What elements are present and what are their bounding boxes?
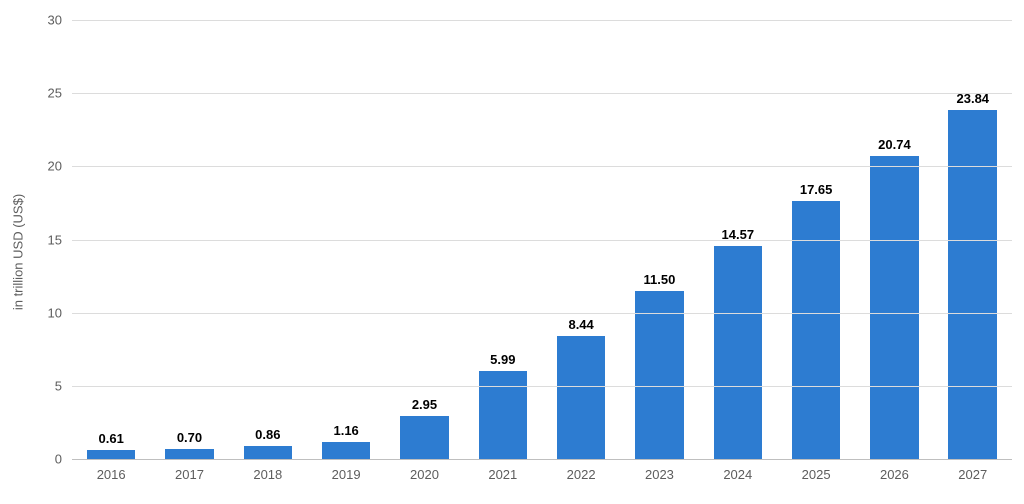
bar-value-label: 0.70 — [177, 430, 202, 445]
bar-value-label: 17.65 — [800, 182, 833, 197]
x-tick-label: 2025 — [802, 459, 831, 482]
bar-value-label: 0.61 — [99, 431, 124, 446]
gridline — [72, 459, 1012, 460]
x-tick-label: 2027 — [958, 459, 987, 482]
x-tick-label: 2017 — [175, 459, 204, 482]
y-axis-title: in trillion USD (US$) — [11, 194, 26, 310]
x-tick-label: 2020 — [410, 459, 439, 482]
bar — [557, 336, 606, 460]
y-tick-label: 0 — [55, 452, 72, 467]
gridline — [72, 93, 1012, 94]
bar-value-label: 5.99 — [490, 352, 515, 367]
gridline — [72, 166, 1012, 167]
x-tick-label: 2022 — [567, 459, 596, 482]
bar-value-label: 1.16 — [333, 423, 358, 438]
x-tick-label: 2026 — [880, 459, 909, 482]
bar — [87, 450, 136, 459]
gridline — [72, 20, 1012, 21]
gridline — [72, 386, 1012, 387]
gridline — [72, 240, 1012, 241]
bar-value-label: 0.86 — [255, 427, 280, 442]
y-tick-label: 15 — [48, 232, 72, 247]
bar-value-label: 8.44 — [568, 317, 593, 332]
x-tick-label: 2021 — [488, 459, 517, 482]
bar — [400, 416, 449, 459]
bar-chart: in trillion USD (US$) 0.6120160.7020170.… — [0, 0, 1024, 504]
gridline — [72, 313, 1012, 314]
bar — [635, 291, 684, 459]
bar-value-label: 20.74 — [878, 137, 911, 152]
y-tick-label: 5 — [55, 378, 72, 393]
y-tick-label: 30 — [48, 13, 72, 28]
bar-value-label: 2.95 — [412, 397, 437, 412]
bar — [479, 371, 528, 459]
bar-value-label: 11.50 — [644, 272, 676, 287]
x-tick-label: 2023 — [645, 459, 674, 482]
bar — [714, 246, 763, 459]
bar — [948, 110, 997, 459]
x-tick-label: 2024 — [723, 459, 752, 482]
bar — [322, 442, 371, 459]
y-tick-label: 10 — [48, 305, 72, 320]
x-tick-label: 2016 — [97, 459, 126, 482]
y-tick-label: 25 — [48, 86, 72, 101]
x-tick-label: 2019 — [332, 459, 361, 482]
bar — [244, 446, 293, 459]
bar — [870, 156, 919, 459]
bar — [165, 449, 214, 459]
plot-area: 0.6120160.7020170.8620181.1620192.952020… — [72, 20, 1012, 460]
y-tick-label: 20 — [48, 159, 72, 174]
x-tick-label: 2018 — [253, 459, 282, 482]
